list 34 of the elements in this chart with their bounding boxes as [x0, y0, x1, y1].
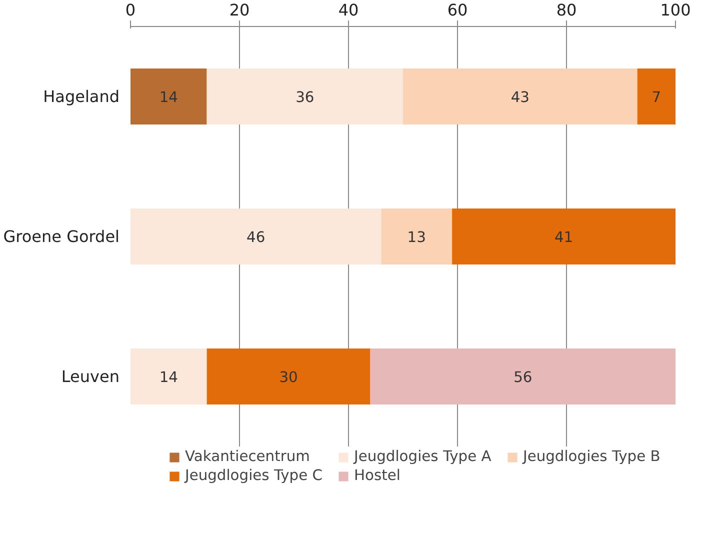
- bar: [403, 68, 638, 124]
- y-tick-label: Leuven: [61, 367, 120, 386]
- x-tick-label: 40: [338, 0, 359, 20]
- data-label: 14: [159, 369, 178, 386]
- data-label: 43: [510, 89, 530, 106]
- bar: [381, 208, 452, 264]
- x-tick-label: 80: [556, 0, 577, 20]
- bar: [130, 208, 382, 264]
- data-label: 56: [514, 369, 532, 386]
- bar: [452, 208, 676, 264]
- data-label: 30: [279, 369, 298, 386]
- x-tick-label: 0: [125, 0, 136, 20]
- data-label: 7: [652, 89, 662, 106]
- x-tick-label: 20: [229, 0, 250, 20]
- legend-label: Vakantiecentrum: [185, 448, 311, 465]
- bar: [130, 348, 207, 404]
- data-label: 46: [246, 229, 266, 246]
- legend-label: Jeugdlogies Type C: [185, 467, 324, 484]
- x-tick-label: 60: [447, 0, 468, 20]
- legend-label: Jeugdlogies Type B: [523, 448, 662, 465]
- data-label: 14: [159, 89, 178, 106]
- x-tick-label: 100: [660, 0, 691, 20]
- data-label: 36: [296, 89, 314, 106]
- legend-label: Jeugdlogies Type A: [354, 448, 492, 465]
- data-label: 13: [407, 229, 426, 246]
- y-tick-label: Groene Gordel: [3, 227, 120, 246]
- legend-label: Hostel: [354, 467, 402, 484]
- bar: [206, 68, 403, 124]
- y-tick-label: Hageland: [43, 87, 120, 106]
- data-label: 41: [554, 229, 574, 246]
- bar: [370, 348, 676, 404]
- bar: [130, 68, 207, 124]
- bar: [637, 68, 676, 124]
- bar: [206, 348, 370, 404]
